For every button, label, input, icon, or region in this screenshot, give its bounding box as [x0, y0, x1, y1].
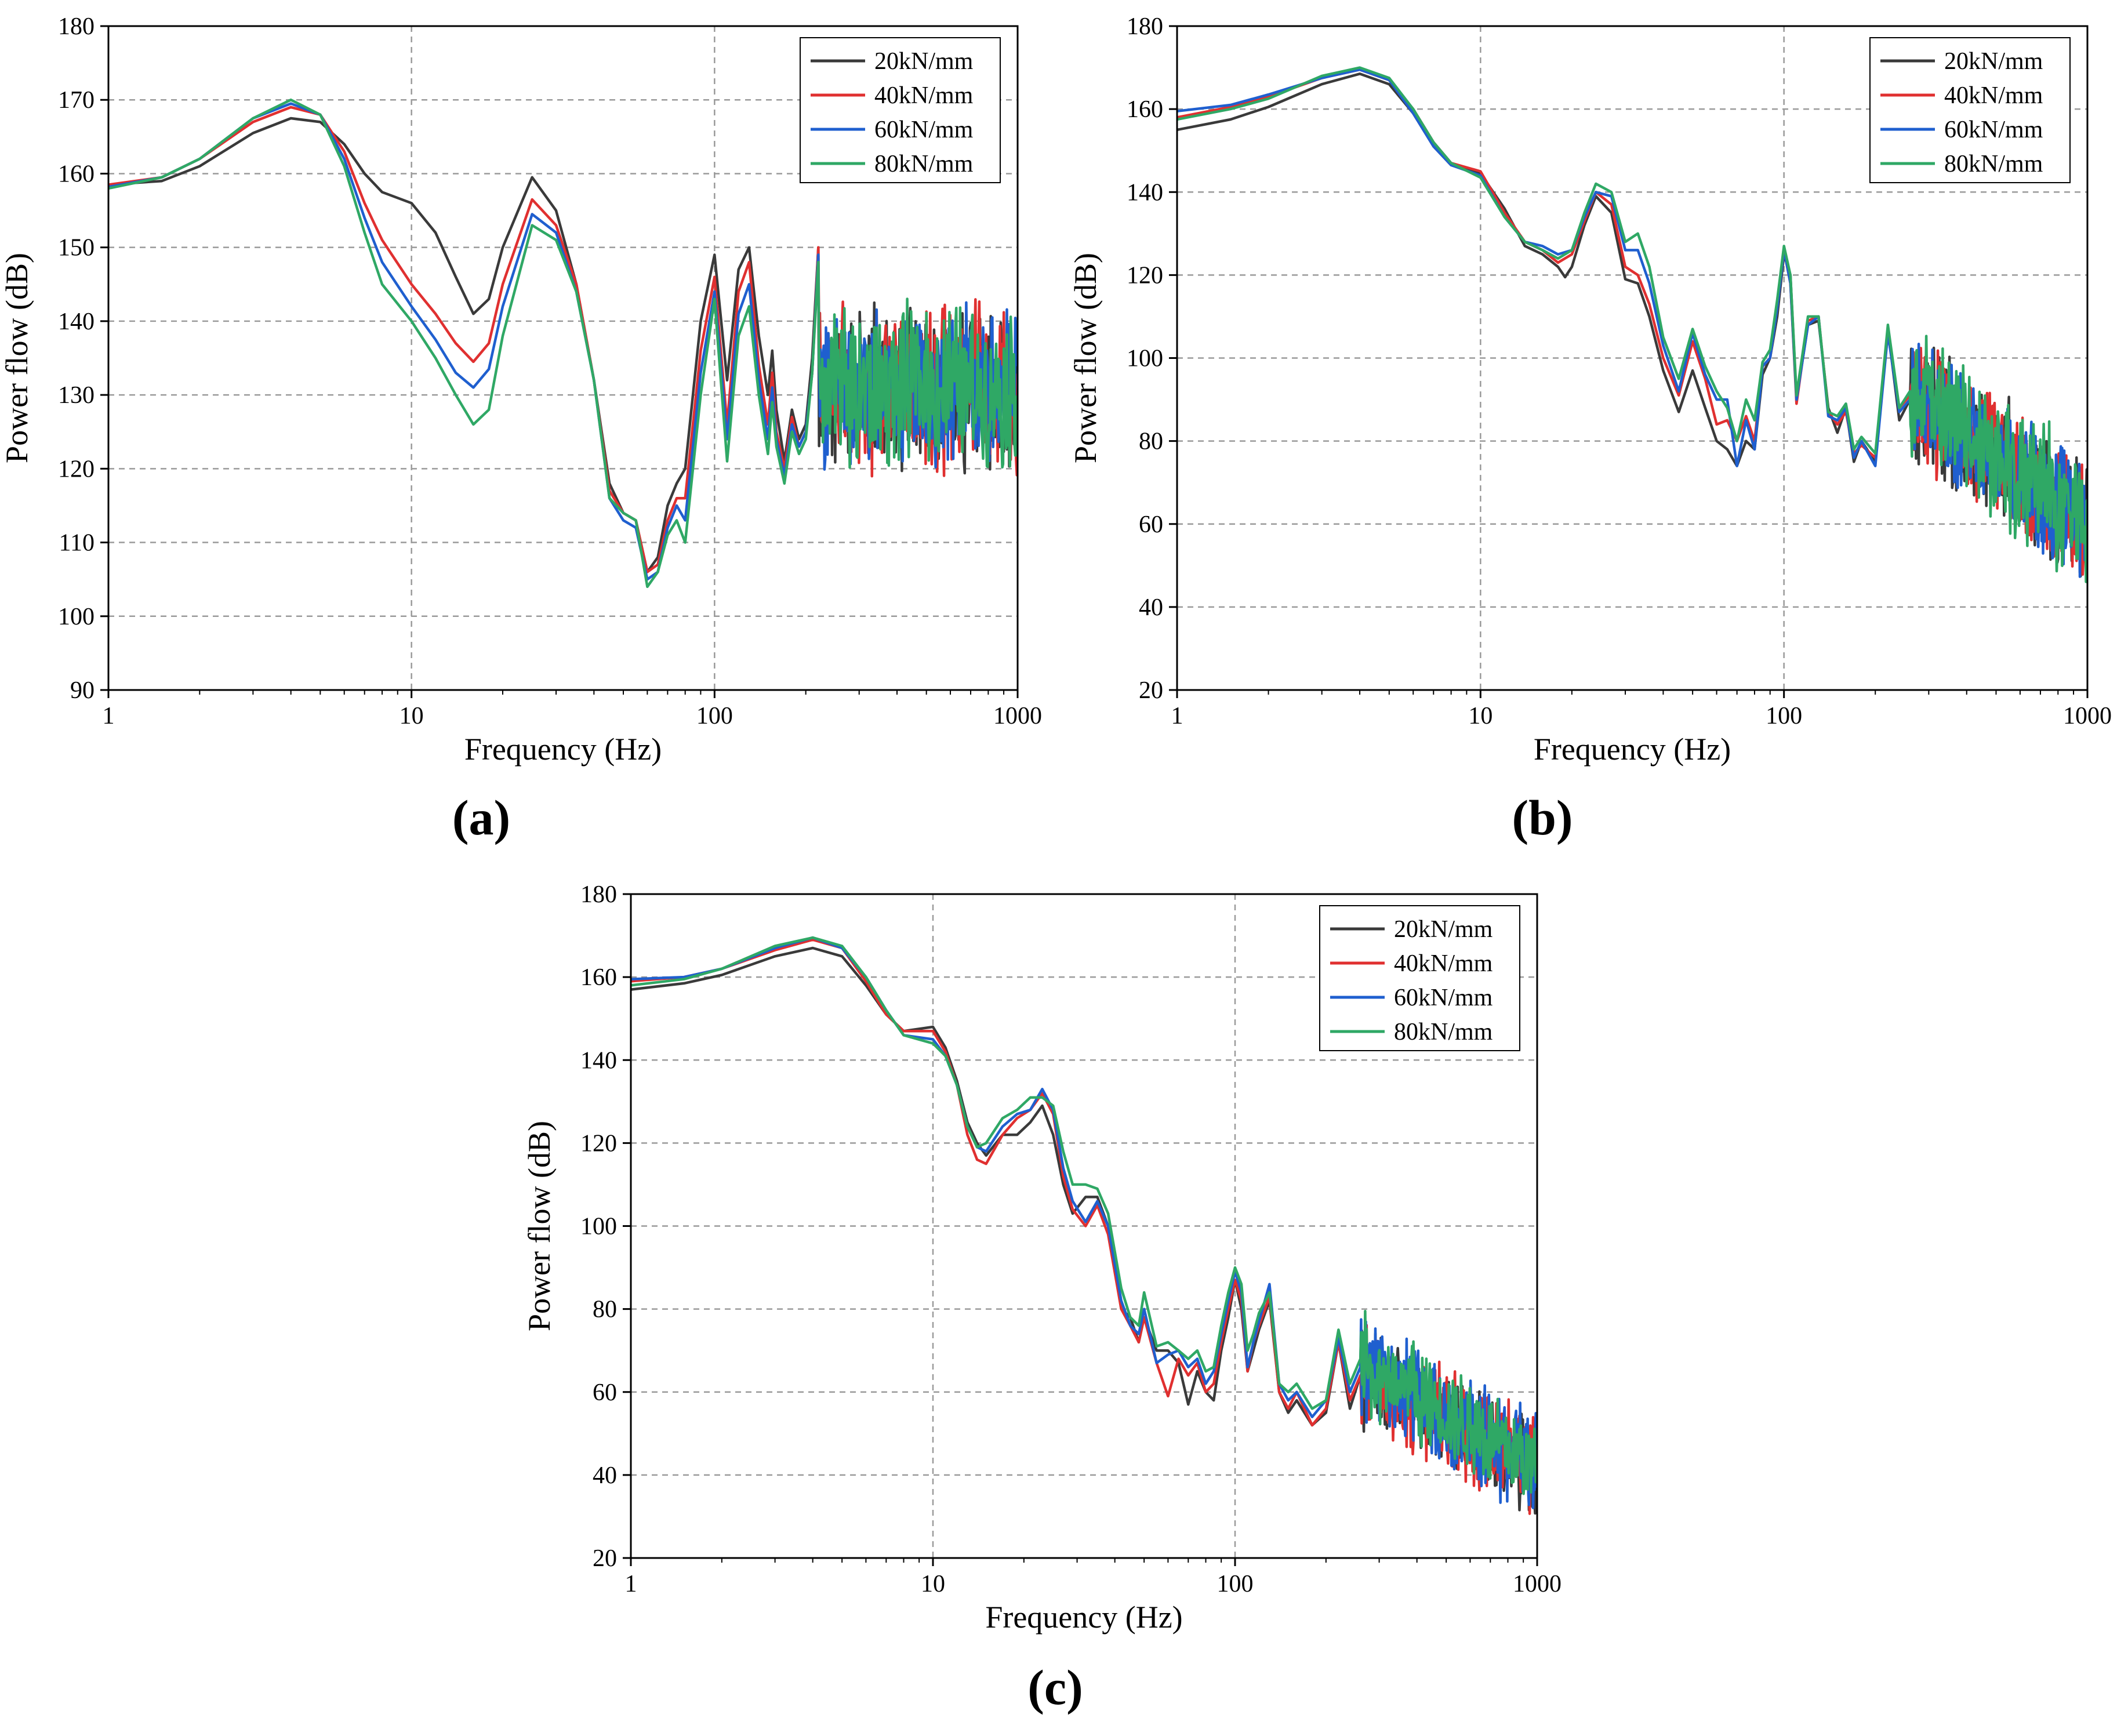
legend-entry: 40kN/mm — [1944, 82, 2043, 109]
y-tick-label: 40 — [593, 1462, 617, 1489]
legend-entry: 80kN/mm — [1944, 151, 2043, 177]
y-tick-label: 60 — [1139, 511, 1163, 538]
y-tick-label: 130 — [58, 382, 95, 409]
y-axis-label: Power flow (dB) — [522, 1121, 557, 1331]
y-tick-label: 100 — [580, 1214, 617, 1240]
y-tick-label: 40 — [1139, 594, 1163, 621]
series-line-80kN-mm — [631, 936, 1537, 1495]
x-tick-label: 10 — [921, 1571, 945, 1597]
legend-entry: 60kN/mm — [1944, 117, 2043, 143]
y-tick-label: 20 — [1139, 677, 1163, 704]
legend-entry: 40kN/mm — [1394, 950, 1493, 977]
y-tick-label: 160 — [580, 964, 617, 991]
subfigure-label-c: (c) — [1027, 1659, 1083, 1715]
legend-entry: 20kN/mm — [1944, 48, 2043, 75]
y-tick-label: 60 — [593, 1379, 617, 1406]
legend-entry: 60kN/mm — [874, 117, 974, 143]
y-tick-label: 120 — [580, 1130, 617, 1157]
legend-entry: 80kN/mm — [874, 151, 974, 177]
y-tick-label: 140 — [580, 1047, 617, 1074]
y-tick-label: 100 — [1127, 346, 1163, 372]
series-line-80kN-mm — [1177, 66, 2087, 583]
y-tick-label: 80 — [593, 1296, 617, 1323]
y-tick-label: 180 — [1127, 13, 1163, 40]
y-tick-label: 110 — [59, 530, 95, 557]
y-axis-label: Power flow (dB) — [1068, 253, 1103, 463]
series-line-20kN-mm — [108, 117, 1018, 573]
y-tick-label: 100 — [58, 604, 95, 630]
y-axis-label: Power flow (dB) — [0, 253, 34, 463]
x-tick-label: 1 — [625, 1571, 637, 1597]
y-tick-label: 140 — [58, 308, 95, 335]
subfigure-label-a: (a) — [452, 790, 511, 845]
series-line-80kN-mm — [108, 98, 1018, 589]
chart-c: 1 10 100 1000 20 40 60 80 100 120 140 160 180 Frequen… — [522, 881, 1561, 1635]
x-tick-label: 10 — [400, 703, 424, 729]
y-tick-label: 90 — [70, 677, 95, 704]
legend-entry: 60kN/mm — [1394, 985, 1493, 1011]
y-tick-label: 120 — [1127, 262, 1163, 289]
x-axis-label: Frequency (Hz) — [1534, 732, 1731, 767]
x-tick-label: 1 — [1171, 703, 1183, 729]
y-tick-label: 150 — [58, 235, 95, 262]
y-tick-label: 20 — [593, 1545, 617, 1572]
legend-entry: 80kN/mm — [1394, 1019, 1493, 1045]
chart-a: 1 10 100 100090100110120130140150160170180F… — [0, 13, 1042, 767]
y-tick-label: 180 — [58, 13, 95, 40]
legend: 20kN/mm 40kN/mm 60kN/mm 80kN/mm — [1319, 905, 1520, 1051]
x-tick-label: 10 — [1468, 703, 1492, 729]
legend-entry: 20kN/mm — [1394, 916, 1493, 943]
y-tick-label: 80 — [1139, 428, 1163, 455]
x-axis-label: Frequency (Hz) — [464, 732, 662, 767]
chart-b: 1 10 100 1000 20 40 60 80 100 120 140 160 180 Frequen… — [1068, 13, 2112, 767]
legend: 20kN/mm 40kN/mm 60kN/mm 80kN/mm — [1869, 37, 2071, 183]
y-tick-label: 160 — [58, 161, 95, 187]
subfigure-label-b: (b) — [1512, 790, 1573, 845]
legend-entry: 20kN/mm — [874, 48, 974, 75]
legend: 20kN/mm 40kN/mm 60kN/mm 80kN/mm — [800, 37, 1001, 183]
x-tick-label: 1000 — [993, 703, 1042, 729]
x-tick-label: 100 — [1217, 1571, 1254, 1597]
y-tick-label: 180 — [580, 881, 617, 908]
legend-entry: 40kN/mm — [874, 82, 974, 109]
x-tick-label: 1000 — [2063, 703, 2112, 729]
x-tick-label: 1 — [103, 703, 115, 729]
y-tick-label: 120 — [58, 456, 95, 482]
y-tick-label: 140 — [1127, 179, 1163, 206]
x-tick-label: 100 — [696, 703, 733, 729]
plot-frame — [107, 25, 1019, 691]
y-tick-label: 160 — [1127, 96, 1163, 123]
x-tick-label: 100 — [1766, 703, 1802, 729]
x-tick-label: 1000 — [1513, 1571, 1561, 1597]
x-axis-label: Frequency (Hz) — [985, 1600, 1182, 1635]
y-tick-label: 170 — [58, 87, 95, 114]
